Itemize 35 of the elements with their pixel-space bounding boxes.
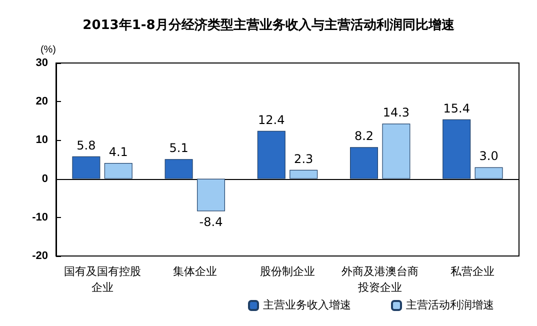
y-axis-title: (%) [40, 44, 56, 56]
data-label: 2.3 [294, 152, 314, 166]
legend-label: 主营活动利润增速 [406, 298, 494, 312]
bar [257, 130, 286, 179]
bar [197, 178, 225, 212]
bar [350, 147, 378, 179]
bar [290, 170, 318, 179]
bar [104, 162, 132, 179]
data-label: 3.0 [479, 149, 498, 164]
data-label: 5.1 [169, 141, 188, 156]
data-label: 4.1 [108, 144, 128, 159]
bar [474, 167, 503, 179]
x-tick-label: 股份制企业 [260, 265, 315, 278]
bar [72, 156, 100, 179]
y-tick-label: -10 [32, 211, 48, 224]
data-label: 8.2 [354, 129, 374, 144]
data-label: 15.4 [443, 101, 470, 116]
x-tick-label: 集体企业 [172, 265, 217, 278]
y-tick-label: -20 [32, 250, 48, 262]
bar [382, 124, 410, 179]
bar [442, 119, 471, 179]
x-tick-label: 私营企业 [450, 265, 495, 278]
chart-title: 2013年1-8月分经济类型主营业务收入与主营活动利润同比增速 [82, 17, 456, 33]
y-tick-label: 20 [36, 96, 48, 108]
data-label: 12.4 [258, 112, 285, 127]
y-tick-label: 0 [42, 172, 48, 185]
bar [164, 159, 193, 179]
y-tick-label: 10 [36, 134, 48, 146]
y-tick-label: 30 [36, 57, 48, 69]
x-tick-label: 国有及国有控股企业 [64, 266, 141, 294]
data-label: 5.8 [76, 138, 96, 152]
x-tick-label: 外商及港澳台商投资企业 [342, 265, 419, 294]
legend-label: 主营业务收入增速 [263, 298, 351, 312]
data-label: 14.3 [382, 106, 410, 120]
data-label: -8.4 [199, 215, 223, 230]
